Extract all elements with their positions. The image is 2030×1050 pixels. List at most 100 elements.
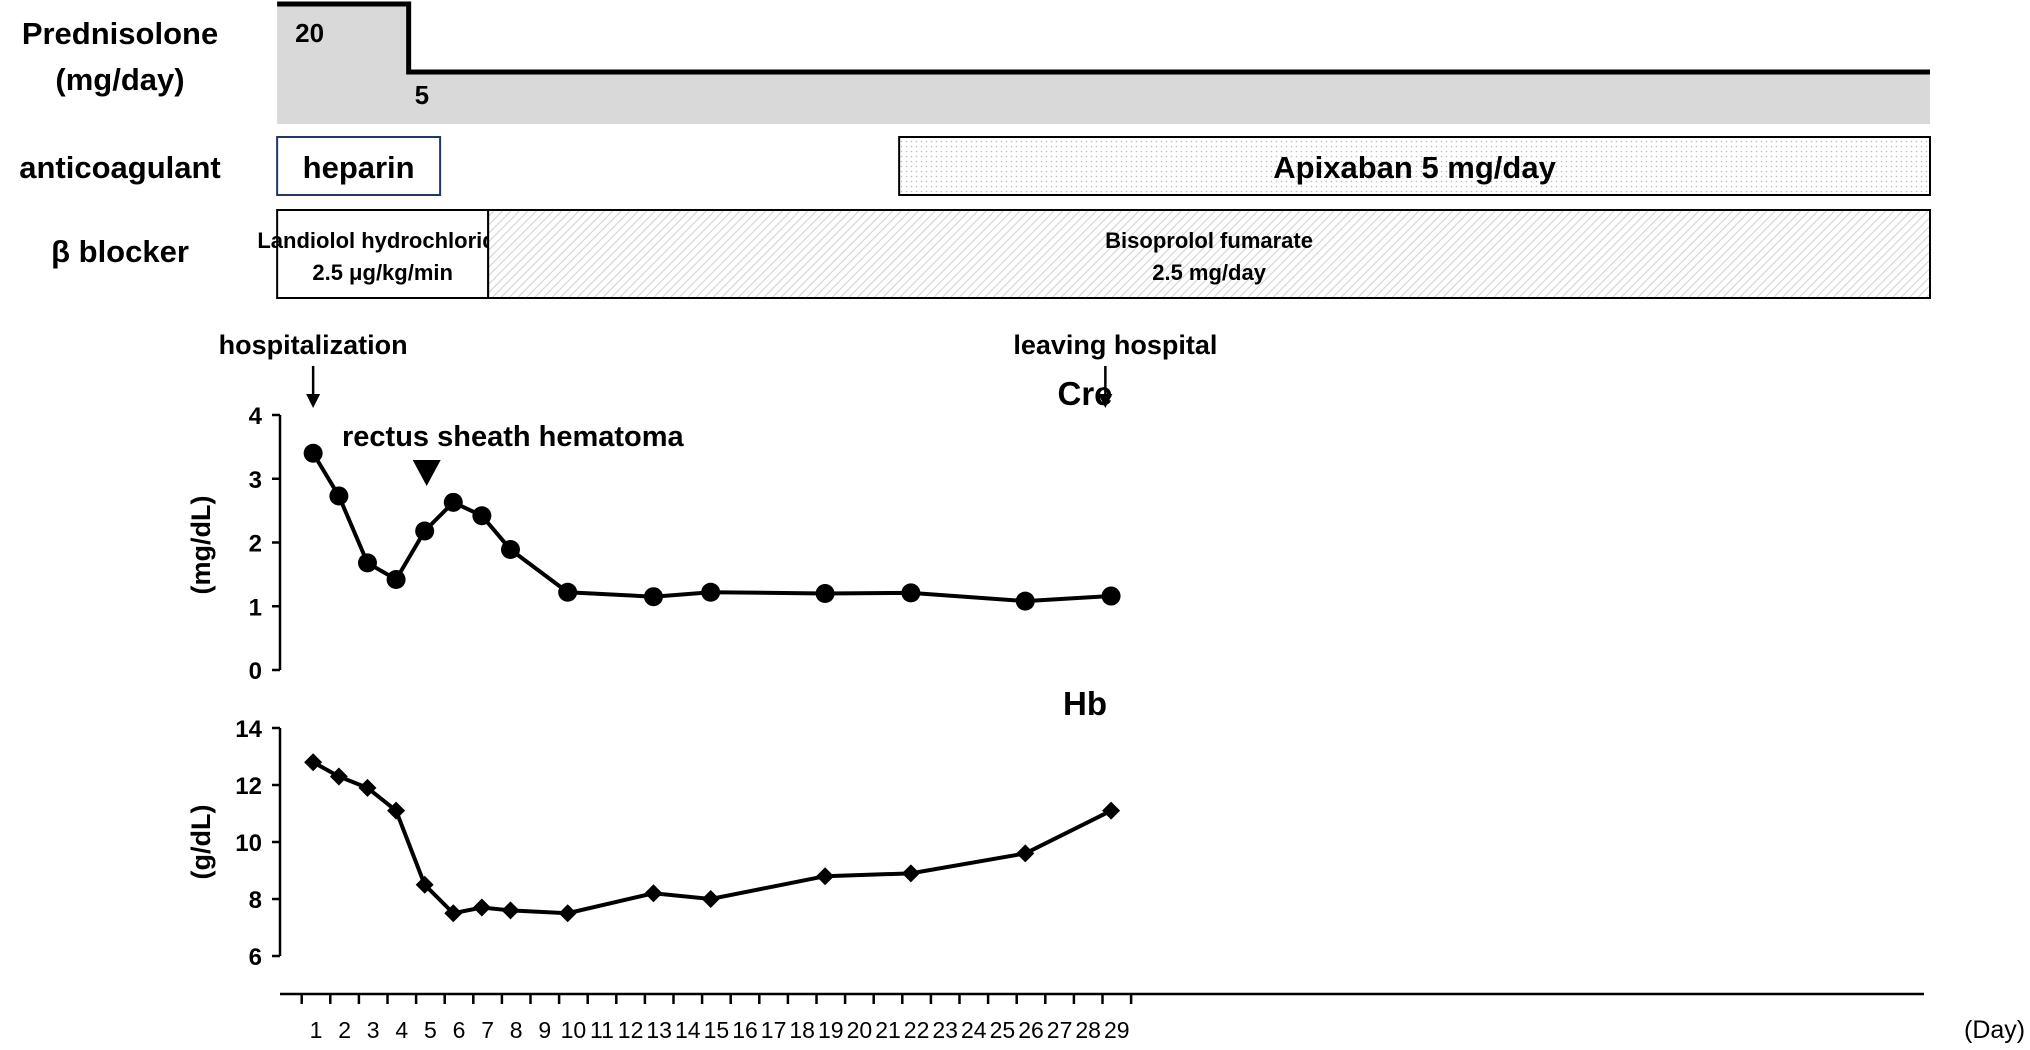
x-tick-label-18: 18 — [789, 1017, 815, 1043]
x-tick-label-8: 8 — [510, 1017, 523, 1043]
cre-y-ticks: 0 1 2 3 4 — [249, 403, 280, 685]
hb-point-15 — [1102, 801, 1121, 820]
hematoma-triangle-marker — [412, 460, 441, 486]
cre-point-5 — [415, 521, 435, 541]
x-axis: 1 2 3 4 5 6 7 8 9 10 11 12 13 14 15 16 17 18 19 20 21 22 23 24 2… — [280, 992, 2025, 1044]
apixaban-bar — [898, 136, 1931, 196]
cre-point-10 — [643, 587, 663, 607]
x-tick-label-5: 5 — [424, 1017, 437, 1043]
hb-series-line — [312, 760, 1112, 916]
x-tick-label-14: 14 — [675, 1017, 701, 1043]
x-tick-label-26: 26 — [1018, 1017, 1044, 1043]
x-tick-label-11: 11 — [590, 1017, 614, 1043]
hb-point-14 — [1016, 844, 1035, 863]
cre-point-2 — [329, 486, 349, 506]
x-tick-label-15: 15 — [704, 1017, 730, 1043]
x-tick-label-12: 12 — [618, 1017, 644, 1043]
hb-point-11 — [701, 890, 720, 908]
prednisolone-dose-label-5: 5 — [415, 80, 429, 110]
hb-y-tick-label-12: 12 — [235, 773, 262, 800]
cre-point-4 — [386, 569, 406, 589]
hb-point-6 — [444, 904, 463, 923]
x-tick-label-4: 4 — [395, 1017, 408, 1043]
apixaban-label: Apixaban 5 mg/day — [1273, 150, 1556, 185]
landiolol-dose-label: 2.5 μg/kg/min — [312, 260, 453, 285]
hb-point-2 — [329, 767, 348, 786]
hb-point-7 — [472, 898, 491, 917]
x-tick-label-19: 19 — [818, 1017, 844, 1043]
anticoagulant-row-label: anticoagulant — [19, 150, 221, 185]
hb-point-3 — [358, 778, 377, 797]
hb-point-10 — [644, 884, 663, 903]
prednisolone-dose-label-20: 20 — [295, 18, 324, 48]
x-tick-label-10: 10 — [561, 1017, 587, 1043]
cre-points — [303, 443, 1121, 611]
hb-y-tick-label-6: 6 — [249, 944, 262, 971]
heparin-label: heparin — [303, 150, 415, 185]
x-tick-label-29: 29 — [1104, 1017, 1130, 1043]
cre-y-tick-label-0: 0 — [249, 658, 262, 685]
cre-point-3 — [357, 553, 377, 573]
prednisolone-dose-line — [277, 1, 1930, 75]
cre-point-11 — [701, 582, 721, 602]
cre-title: Cre — [1057, 375, 1112, 412]
hospitalization-arrow-head — [306, 394, 321, 408]
landiolol-bar — [276, 209, 490, 299]
cre-y-tick-label-3: 3 — [249, 467, 262, 494]
hb-point-1 — [304, 753, 323, 772]
prednisolone-unit-label: (mg/day) — [55, 62, 184, 97]
cre-point-6 — [443, 492, 463, 512]
cre-y-tick-label-4: 4 — [249, 403, 263, 430]
cre-y-tick-label-2: 2 — [249, 531, 262, 558]
x-tick-label-23: 23 — [932, 1017, 958, 1043]
leaving-hospital-label: leaving hospital — [1013, 330, 1217, 360]
x-tick-label-22: 22 — [904, 1017, 930, 1043]
cre-y-axis-label: (mg/dL) — [186, 496, 216, 595]
cre-point-9 — [558, 582, 578, 602]
x-tick-label-9: 9 — [538, 1017, 551, 1043]
event-annotations: hospitalization leaving hospital rectus … — [219, 330, 1217, 486]
hb-point-8 — [501, 901, 520, 920]
hb-point-12 — [816, 867, 835, 886]
x-tick-label-25: 25 — [990, 1017, 1016, 1043]
hb-y-tick-label-14: 14 — [235, 716, 262, 743]
x-tick-label-13: 13 — [646, 1017, 672, 1043]
cre-point-8 — [500, 540, 520, 560]
cre-y-tick-label-1: 1 — [249, 594, 262, 621]
cre-point-15 — [1101, 586, 1121, 606]
hb-panel: Hb (g/dL) 6 8 10 12 14 — [186, 685, 1121, 971]
hb-title: Hb — [1063, 685, 1107, 722]
prednisolone-row-label: Prednisolone — [22, 16, 218, 51]
x-tick-label-28: 28 — [1075, 1017, 1101, 1043]
hb-points — [304, 753, 1121, 923]
hospitalization-label: hospitalization — [219, 330, 408, 360]
hb-point-5 — [415, 875, 434, 894]
hb-y-tick-label-8: 8 — [249, 887, 262, 914]
hb-y-axis-label: (g/dL) — [186, 805, 216, 880]
cre-point-12 — [815, 584, 835, 603]
x-tick-label-20: 20 — [847, 1017, 873, 1043]
x-tick-label-2: 2 — [338, 1017, 351, 1043]
treatment-rows: Prednisolone (mg/day) 20 5 anticoagulant… — [19, 1, 1931, 299]
bisoprolol-dose-label: 2.5 mg/day — [1152, 260, 1266, 285]
leaving-hospital-arrow-head — [1098, 394, 1113, 408]
x-tick-label-3: 3 — [367, 1017, 380, 1043]
x-tick-label-21: 21 — [875, 1017, 901, 1043]
cre-point-1 — [303, 443, 323, 463]
x-tick-label-16: 16 — [732, 1017, 758, 1043]
x-tick-label-6: 6 — [453, 1017, 466, 1043]
x-tick-label-7: 7 — [481, 1017, 494, 1043]
hb-point-13 — [901, 864, 920, 883]
prednisolone-dose-area — [277, 4, 1930, 124]
x-tick-label-17: 17 — [761, 1017, 787, 1043]
bisoprolol-bar — [487, 209, 1931, 299]
x-tick-label-1: 1 — [310, 1017, 323, 1043]
x-tick-label-24: 24 — [961, 1017, 987, 1043]
cre-panel: Cre (mg/dL) 0 1 2 3 4 — [186, 375, 1121, 685]
hb-y-tick-label-10: 10 — [235, 830, 262, 857]
cre-point-14 — [1015, 591, 1035, 611]
beta-blocker-row-label: β blocker — [51, 234, 189, 269]
bisoprolol-label: Bisoprolol fumarate — [1105, 228, 1313, 253]
x-axis-unit-label: (Day) — [1964, 1016, 2025, 1044]
heparin-bar — [276, 136, 442, 196]
